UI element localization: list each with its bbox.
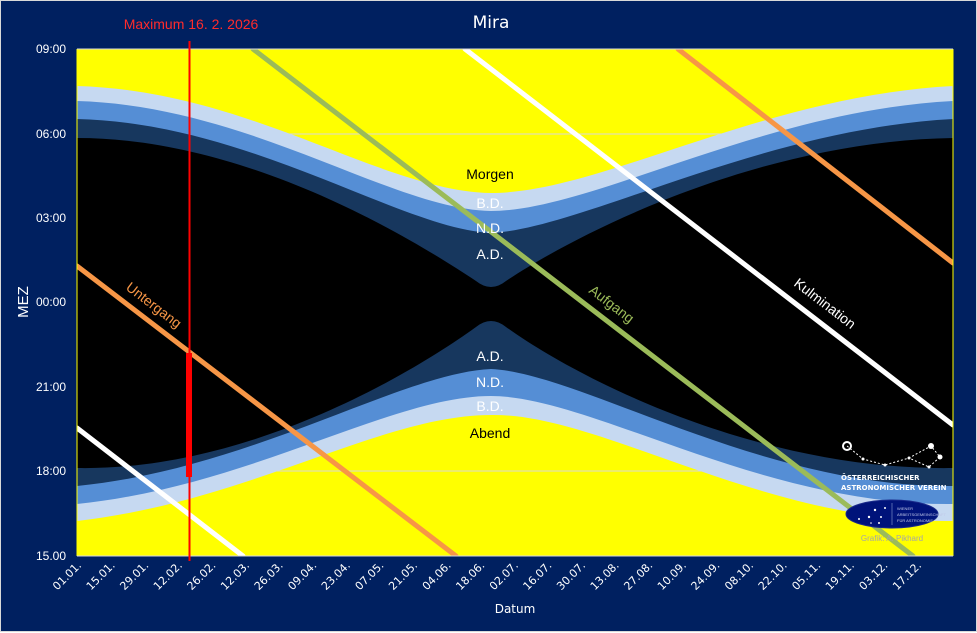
badge-line1: WIENER	[897, 506, 913, 511]
label-ad-morning: A.D.	[476, 246, 503, 262]
y-axis-ticks: 09:00 06:00 03:00 00:00 21:00 18:00 15.0…	[36, 42, 66, 563]
y-axis-label: MEZ	[15, 286, 32, 318]
untergang-line-2	[675, 49, 953, 266]
x-tick: 12.02.	[151, 559, 185, 593]
label-ad-evening: A.D.	[476, 348, 503, 364]
x-tick: 02.07.	[487, 559, 521, 593]
logo-line2: ASTRONOMISCHER VEREIN	[841, 484, 947, 492]
x-tick: 08.10.	[722, 559, 756, 593]
x-tick: 07.05.	[353, 559, 387, 593]
label-bd-morning: B.D.	[476, 195, 503, 211]
badge-line2: ARBEITSGEMEINSCHAFT	[897, 512, 946, 517]
y-tick: 09:00	[36, 42, 66, 56]
x-tick: 18.06.	[453, 559, 487, 593]
x-axis-label: Datum	[495, 602, 536, 616]
maximum-visibility-bar	[186, 353, 192, 477]
kulmination-line-1	[77, 425, 246, 556]
x-tick: 03.12.	[857, 559, 891, 593]
x-tick: 19.11.	[823, 559, 857, 593]
society-logo: ÖSTERREICHISCHER ASTRONOMISCHER VEREIN W…	[841, 441, 947, 543]
x-tick: 05.11.	[789, 559, 823, 593]
x-tick: 13.08.	[588, 559, 622, 593]
label-nd-morning: N.D.	[476, 220, 504, 236]
x-tick: 10.09.	[655, 559, 689, 593]
stars-icon	[858, 507, 886, 524]
x-axis-ticks: 01.01. 15.01. 29.01. 12.02. 26.02. 12.03…	[50, 559, 924, 593]
chart-title: Mira	[473, 13, 510, 33]
x-tick: 17.12.	[890, 559, 924, 593]
x-tick: 04.06.	[420, 559, 454, 593]
badge-line3: FÜR ASTRONOMIE	[897, 518, 933, 523]
label-morgen: Morgen	[466, 166, 513, 182]
x-tick: 26.03.	[252, 559, 286, 593]
x-tick: 15.01.	[84, 559, 118, 593]
x-tick: 22.10.	[756, 559, 790, 593]
x-tick: 30.07.	[554, 559, 588, 593]
x-tick: 21.05.	[386, 559, 420, 593]
plot-area	[77, 49, 953, 556]
y-tick: 15.00	[36, 549, 66, 563]
x-tick: 12.03.	[218, 559, 252, 593]
x-tick: 01.01.	[50, 559, 84, 593]
constellation-icon	[846, 445, 941, 468]
x-tick: 27.08.	[621, 559, 655, 593]
label-nd-evening: N.D.	[476, 374, 504, 390]
y-tick: 21:00	[36, 380, 66, 394]
logo-line1: ÖSTERREICHISCHER	[841, 473, 920, 482]
x-tick: 26.02.	[185, 559, 219, 593]
x-tick: 16.07.	[521, 559, 555, 593]
x-tick: 24.09.	[689, 559, 723, 593]
aufgang-line	[250, 49, 916, 556]
graphic-credit: Grafik: A. Pikhard	[861, 534, 923, 543]
y-tick: 06:00	[36, 127, 66, 141]
label-bd-evening: B.D.	[476, 398, 503, 414]
untergang-line-1	[77, 263, 459, 556]
y-tick: 18:00	[36, 464, 66, 478]
kulmination-line-2	[462, 49, 953, 428]
x-tick: 09.04.	[285, 559, 319, 593]
x-tick: 23.04.	[319, 559, 353, 593]
y-tick: 00:00	[36, 295, 66, 309]
y-tick: 03:00	[36, 211, 66, 225]
night-area	[77, 138, 953, 469]
label-abend: Abend	[470, 425, 510, 441]
maximum-annotation: Maximum 16. 2. 2026	[124, 16, 259, 32]
x-tick: 29.01.	[117, 559, 151, 593]
